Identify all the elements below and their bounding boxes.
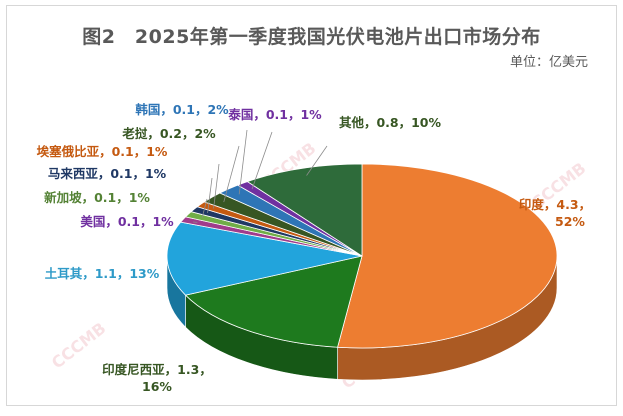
data-label-韩国: 韩国，0.1，2% bbox=[135, 102, 229, 117]
data-label-马来西亚: 马来西亚，0.1，1% bbox=[48, 166, 167, 181]
data-label-美国: 美国，0.1，1% bbox=[80, 214, 174, 229]
chart-frame: 图2 2025年第一季度我国光伏电池片出口市场分布 单位：亿美元 CCCMB C… bbox=[6, 5, 617, 406]
data-label-其他: 其他，0.8，10% bbox=[339, 115, 442, 130]
data-label-印度尼西亚: 印度尼西亚，1.3，16% bbox=[102, 362, 212, 394]
data-label-泰国: 泰国，0.1，1% bbox=[227, 107, 322, 122]
data-label-新加坡: 新加坡，0.1，1% bbox=[44, 190, 150, 205]
data-label-老挝: 老挝，0.2，2% bbox=[121, 126, 216, 141]
pie-chart: 印度，4.3，52%印度尼西亚，1.3，16%土耳其，1.1，13%美国，0.1… bbox=[7, 6, 618, 407]
data-label-土耳其: 土耳其，1.1，13% bbox=[45, 266, 160, 281]
data-label-埃塞俄比亚: 埃塞俄比亚，0.1，1% bbox=[37, 144, 168, 159]
